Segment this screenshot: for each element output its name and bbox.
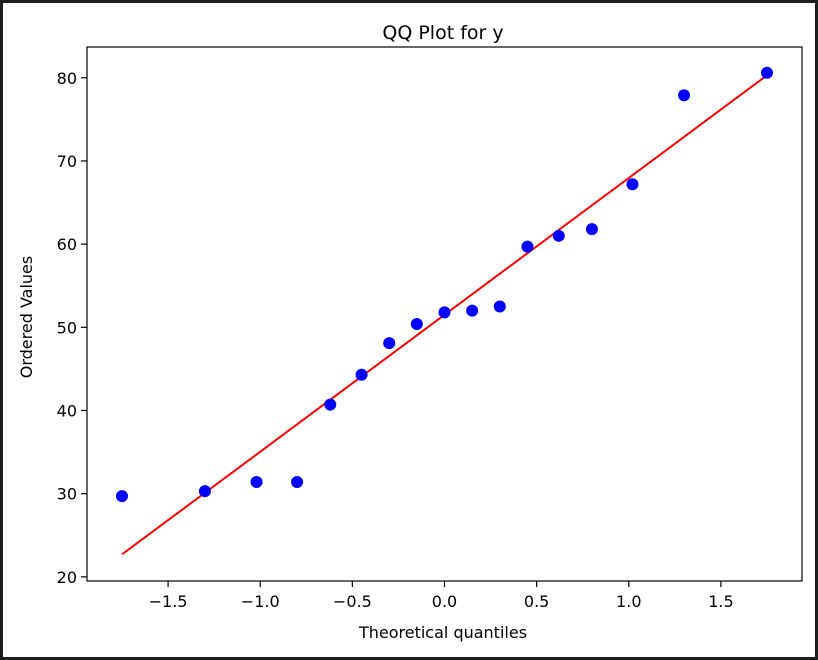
data-point — [438, 306, 451, 319]
x-tick-label: 0.0 — [432, 592, 457, 611]
data-point — [678, 89, 691, 102]
data-point — [466, 304, 479, 317]
data-point — [324, 398, 337, 411]
data-point — [198, 485, 211, 498]
y-tick-label: 30 — [57, 485, 77, 504]
x-tick-label: 1.0 — [616, 592, 641, 611]
y-axis-title: Ordered Values — [17, 256, 36, 378]
plot-area: −1.5 −1.0 −0.5 0.0 0.5 1.0 1.5 20 30 40 50 60 70 80 — [57, 46, 803, 611]
x-tick-label: −1.0 — [241, 592, 280, 611]
data-point — [116, 490, 129, 503]
data-point — [383, 337, 396, 350]
data-point — [552, 229, 565, 242]
x-tick-label: −0.5 — [333, 592, 372, 611]
data-point — [410, 317, 423, 330]
data-point — [585, 223, 598, 236]
data-point — [760, 66, 773, 79]
y-tick-label: 70 — [57, 152, 77, 171]
x-tick-label: 1.5 — [708, 592, 733, 611]
chart-frame: QQ Plot for y Theoretical quantiles Orde… — [3, 3, 815, 657]
data-point — [521, 240, 534, 253]
chart-title: QQ Plot for y — [382, 22, 503, 44]
y-tick-label: 50 — [57, 318, 77, 337]
x-tick-label: 0.5 — [524, 592, 549, 611]
x-axis-title: Theoretical quantiles — [358, 623, 527, 642]
y-tick-label: 40 — [57, 401, 77, 420]
data-point — [355, 368, 368, 381]
y-tick-label: 20 — [57, 568, 77, 587]
data-point — [291, 476, 304, 489]
y-tick-label: 80 — [57, 69, 77, 88]
x-tick-label: −1.5 — [149, 592, 188, 611]
data-point — [626, 178, 639, 191]
data-point — [250, 476, 263, 489]
y-tick-label: 60 — [57, 235, 77, 254]
data-point — [493, 300, 506, 313]
qq-plot: QQ Plot for y Theoretical quantiles Orde… — [17, 22, 803, 642]
